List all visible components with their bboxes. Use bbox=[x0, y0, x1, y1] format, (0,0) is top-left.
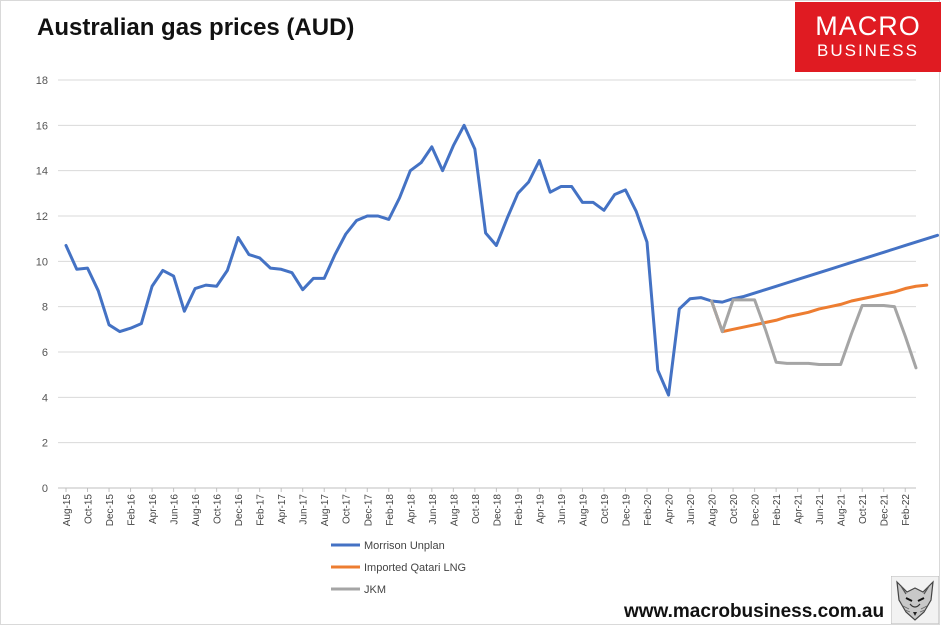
y-tick-label-0: 0 bbox=[42, 483, 48, 495]
logo-line-2: BUSINESS bbox=[817, 41, 919, 60]
y-tick-label-18: 18 bbox=[36, 75, 48, 87]
legend: Morrison Unplan Imported Qatari LNG JKM bbox=[331, 540, 466, 596]
x-tick-label-Aug-15: Aug-15 bbox=[62, 494, 73, 527]
legend-label-imported-qatari-lng: Imported Qatari LNG bbox=[364, 562, 466, 574]
logo-line-1: MACRO bbox=[815, 11, 921, 41]
x-tick-label-Feb-16: Feb-16 bbox=[127, 494, 138, 526]
x-tick-label-Dec-20: Dec-20 bbox=[751, 494, 762, 527]
x-tick-label-Apr-18: Apr-18 bbox=[406, 494, 417, 524]
gridlines bbox=[58, 79, 916, 444]
x-tick-label-Oct-19: Oct-19 bbox=[600, 494, 611, 524]
x-tick-label-Feb-18: Feb-18 bbox=[385, 494, 396, 526]
x-tick-label-Apr-17: Apr-17 bbox=[277, 494, 288, 524]
x-tick-label-Oct-21: Oct-21 bbox=[858, 494, 869, 524]
x-axis: Aug-15 Oct-15 Dec-15 Feb-16 Apr-16 Jun-16 Aug-… bbox=[58, 487, 916, 527]
x-tick-label-Feb-20: Feb-20 bbox=[643, 494, 654, 526]
macrobusiness-logo[interactable]: MACRO BUSINESS bbox=[795, 2, 941, 72]
x-tick-label-Dec-21: Dec-21 bbox=[880, 494, 891, 527]
x-tick-label-Apr-20: Apr-20 bbox=[665, 494, 676, 524]
x-tick-label-Feb-17: Feb-17 bbox=[256, 494, 267, 526]
series-line-morrison-unplan bbox=[64, 123, 940, 397]
series-line-jkm bbox=[710, 298, 918, 370]
x-tick-label-Jun-17: Jun-17 bbox=[299, 494, 310, 525]
y-tick-label-8: 8 bbox=[42, 302, 48, 314]
x-tick-label-Aug-21: Aug-21 bbox=[837, 494, 848, 527]
x-tick-label-Aug-16: Aug-16 bbox=[191, 494, 202, 527]
x-tick-label-Aug-20: Aug-20 bbox=[708, 494, 719, 527]
legend-label-morrison-unplan: Morrison Unplan bbox=[364, 540, 445, 552]
y-tick-label-6: 6 bbox=[42, 347, 48, 359]
x-tick-label-Feb-21: Feb-21 bbox=[772, 494, 783, 526]
series-lines bbox=[64, 123, 940, 397]
x-tick-label-Apr-19: Apr-19 bbox=[535, 494, 546, 524]
x-tick-label-Dec-19: Dec-19 bbox=[621, 494, 632, 527]
x-tick-label-Apr-16: Apr-16 bbox=[148, 494, 159, 524]
website-url[interactable]: www.macrobusiness.com.au bbox=[624, 601, 885, 622]
x-tick-label-Dec-15: Dec-15 bbox=[105, 494, 116, 527]
x-tick-label-Apr-21: Apr-21 bbox=[794, 494, 805, 524]
x-tick-label-Jun-21: Jun-21 bbox=[815, 494, 826, 525]
x-tick-label-Feb-22: Feb-22 bbox=[901, 494, 912, 526]
chart-title: Australian gas prices (AUD) bbox=[37, 14, 355, 41]
x-tick-label-Dec-17: Dec-17 bbox=[363, 494, 374, 527]
x-tick-label-Jun-20: Jun-20 bbox=[686, 494, 697, 525]
x-tick-label-Oct-20: Oct-20 bbox=[729, 494, 740, 524]
x-tick-label-Oct-18: Oct-18 bbox=[471, 494, 482, 524]
x-tick-label-Aug-18: Aug-18 bbox=[449, 494, 460, 527]
x-tick-label-Jun-16: Jun-16 bbox=[170, 494, 181, 525]
y-tick-label-2: 2 bbox=[42, 438, 48, 450]
fox-logo-icon bbox=[891, 576, 939, 624]
x-tick-label-Dec-16: Dec-16 bbox=[234, 494, 245, 527]
y-axis: 0 2 4 6 8 10 12 14 16 18 bbox=[36, 75, 48, 495]
y-tick-label-14: 14 bbox=[36, 166, 48, 178]
series-line-imported-qatari-lng bbox=[710, 283, 929, 334]
y-tick-label-12: 12 bbox=[36, 211, 48, 223]
x-tick-label-Aug-17: Aug-17 bbox=[320, 494, 331, 527]
legend-label-jkm: JKM bbox=[364, 584, 386, 596]
x-tick-label-Feb-19: Feb-19 bbox=[514, 494, 525, 526]
y-tick-label-10: 10 bbox=[36, 256, 48, 268]
x-tick-label-Oct-17: Oct-17 bbox=[342, 494, 353, 524]
x-tick-label-Dec-18: Dec-18 bbox=[492, 494, 503, 527]
x-tick-label-Jun-18: Jun-18 bbox=[428, 494, 439, 525]
x-tick-label-Oct-16: Oct-16 bbox=[213, 494, 224, 524]
y-tick-label-4: 4 bbox=[42, 392, 48, 404]
x-tick-label-Oct-15: Oct-15 bbox=[84, 494, 95, 524]
x-tick-label-Jun-19: Jun-19 bbox=[557, 494, 568, 525]
x-tick-label-Aug-19: Aug-19 bbox=[578, 494, 589, 527]
y-tick-label-16: 16 bbox=[36, 120, 48, 132]
